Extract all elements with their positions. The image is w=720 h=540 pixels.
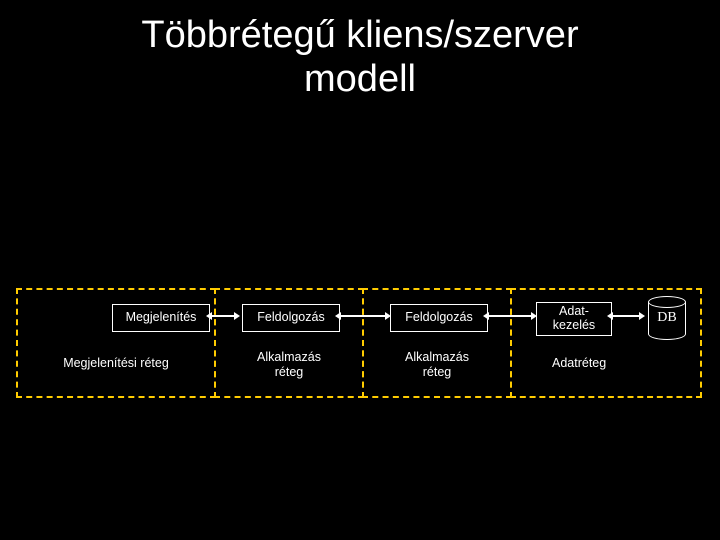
presentation-box: Megjelenítés [112,304,210,332]
db-label: DB [648,310,686,326]
connector-3 [488,315,532,317]
title-line1: Többrétegű kliens/szerver [141,14,578,56]
slide-title: Többrétegű kliens/szerver modell [0,0,720,101]
connector-2 [340,315,386,317]
presentation-layer: Megjelenítés Megjelenítési réteg [16,288,216,398]
connector-1 [211,315,235,317]
app-layer-1: Feldolgozás Alkalmazás réteg [214,288,364,398]
data-layer-label: Adatréteg [552,356,606,371]
data-layer: Adat-kezelés DB Adatréteg [510,288,702,398]
presentation-layer-label: Megjelenítési réteg [18,356,214,371]
database-icon: DB [648,296,686,340]
app-layer-1-label: Alkalmazás réteg [216,350,362,380]
app-layer-2: Feldolgozás Alkalmazás réteg [362,288,512,398]
app-layer-2-label: Alkalmazás réteg [364,350,510,380]
connector-4 [612,315,640,317]
title-line2: modell [304,58,416,100]
data-mgmt-box: Adat-kezelés [536,302,612,336]
processing-box-2: Feldolgozás [390,304,488,332]
processing-box-1: Feldolgozás [242,304,340,332]
architecture-diagram: Megjelenítés Megjelenítési réteg Feldolg… [16,288,704,398]
